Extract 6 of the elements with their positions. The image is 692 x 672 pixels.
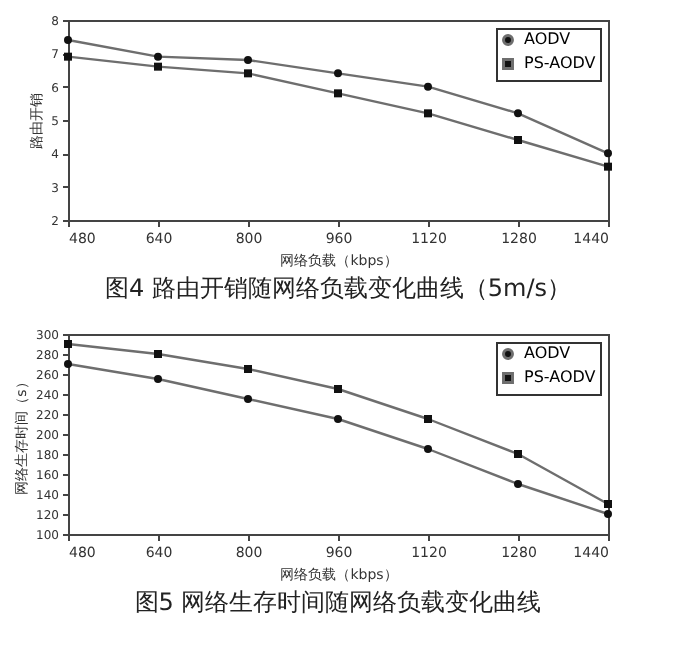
legend-label: PS-AODV bbox=[524, 368, 597, 386]
text: 图5 网络生存时间随网络负载变化曲线 bbox=[134, 588, 542, 616]
legend-label: AODV bbox=[524, 344, 572, 362]
legend-label: AODV bbox=[524, 30, 572, 48]
text: 图4 路由开销随网络负载变化曲线（5m/s） bbox=[104, 274, 572, 302]
legend-label: PS-AODV bbox=[524, 54, 597, 72]
